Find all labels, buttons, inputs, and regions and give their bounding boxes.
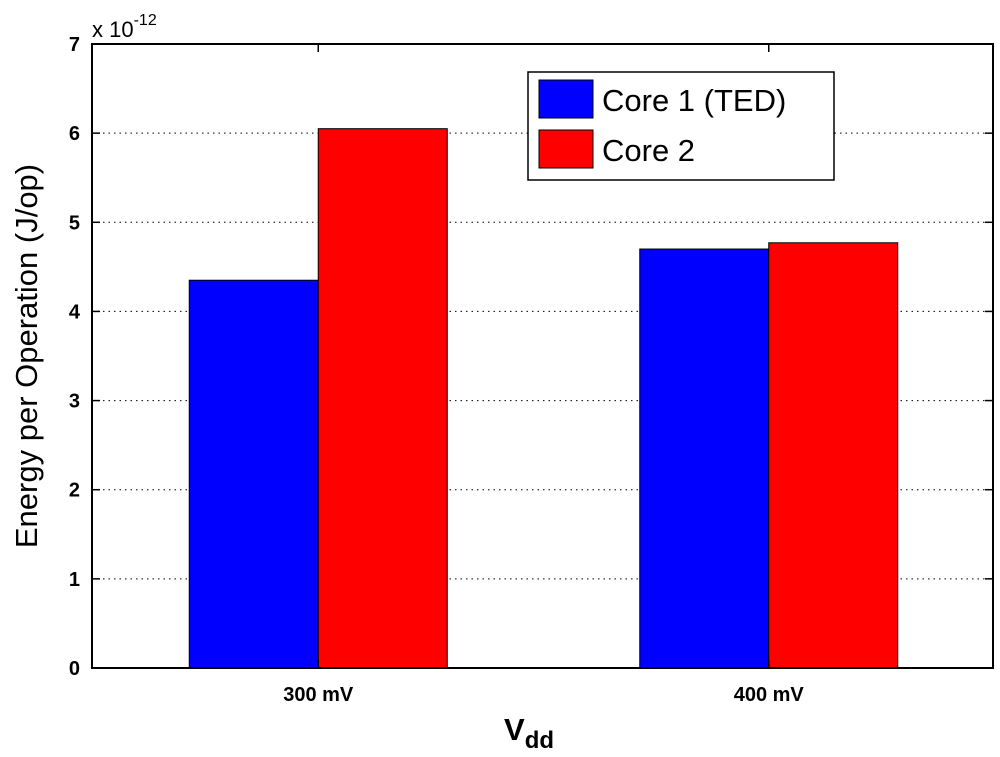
- bar-core2-300mv: [317, 128, 448, 669]
- bars: [188, 128, 899, 669]
- x-tick-label: 400 mV: [734, 684, 805, 706]
- legend-swatch: [538, 129, 594, 169]
- legend: Core 1 (TED) Core 2: [527, 71, 835, 181]
- legend-swatch: [538, 79, 594, 119]
- y-axis-ticks: 0 1 2 3 4 5 6 7: [69, 34, 993, 680]
- y-tick-label: 7: [69, 34, 80, 56]
- legend-label: Core 1 (TED): [602, 83, 786, 118]
- legend-label: Core 2: [602, 133, 695, 168]
- x-axis-ticks: 300 mV 400 mV: [283, 44, 804, 706]
- y-tick-label: 2: [69, 480, 80, 502]
- y-tick-label: 1: [69, 569, 80, 591]
- y-tick-label: 6: [69, 123, 80, 145]
- y-tick-label: 0: [69, 658, 80, 680]
- y-axis-label: Energy per Operation (J/op): [9, 164, 44, 548]
- x-tick-label: 300 mV: [283, 684, 354, 706]
- x-axis-label: Vdd: [504, 712, 554, 754]
- y-tick-label: 3: [69, 391, 80, 413]
- plot-area-border: [91, 43, 994, 669]
- y-tick-label: 5: [69, 212, 80, 234]
- y-multiplier: x 10-12: [92, 12, 157, 42]
- bar-core1-400mv: [639, 248, 770, 669]
- y-tick-label: 4: [69, 301, 81, 323]
- bar-core1-300mv: [188, 279, 319, 669]
- bar-core2-400mv: [768, 242, 899, 669]
